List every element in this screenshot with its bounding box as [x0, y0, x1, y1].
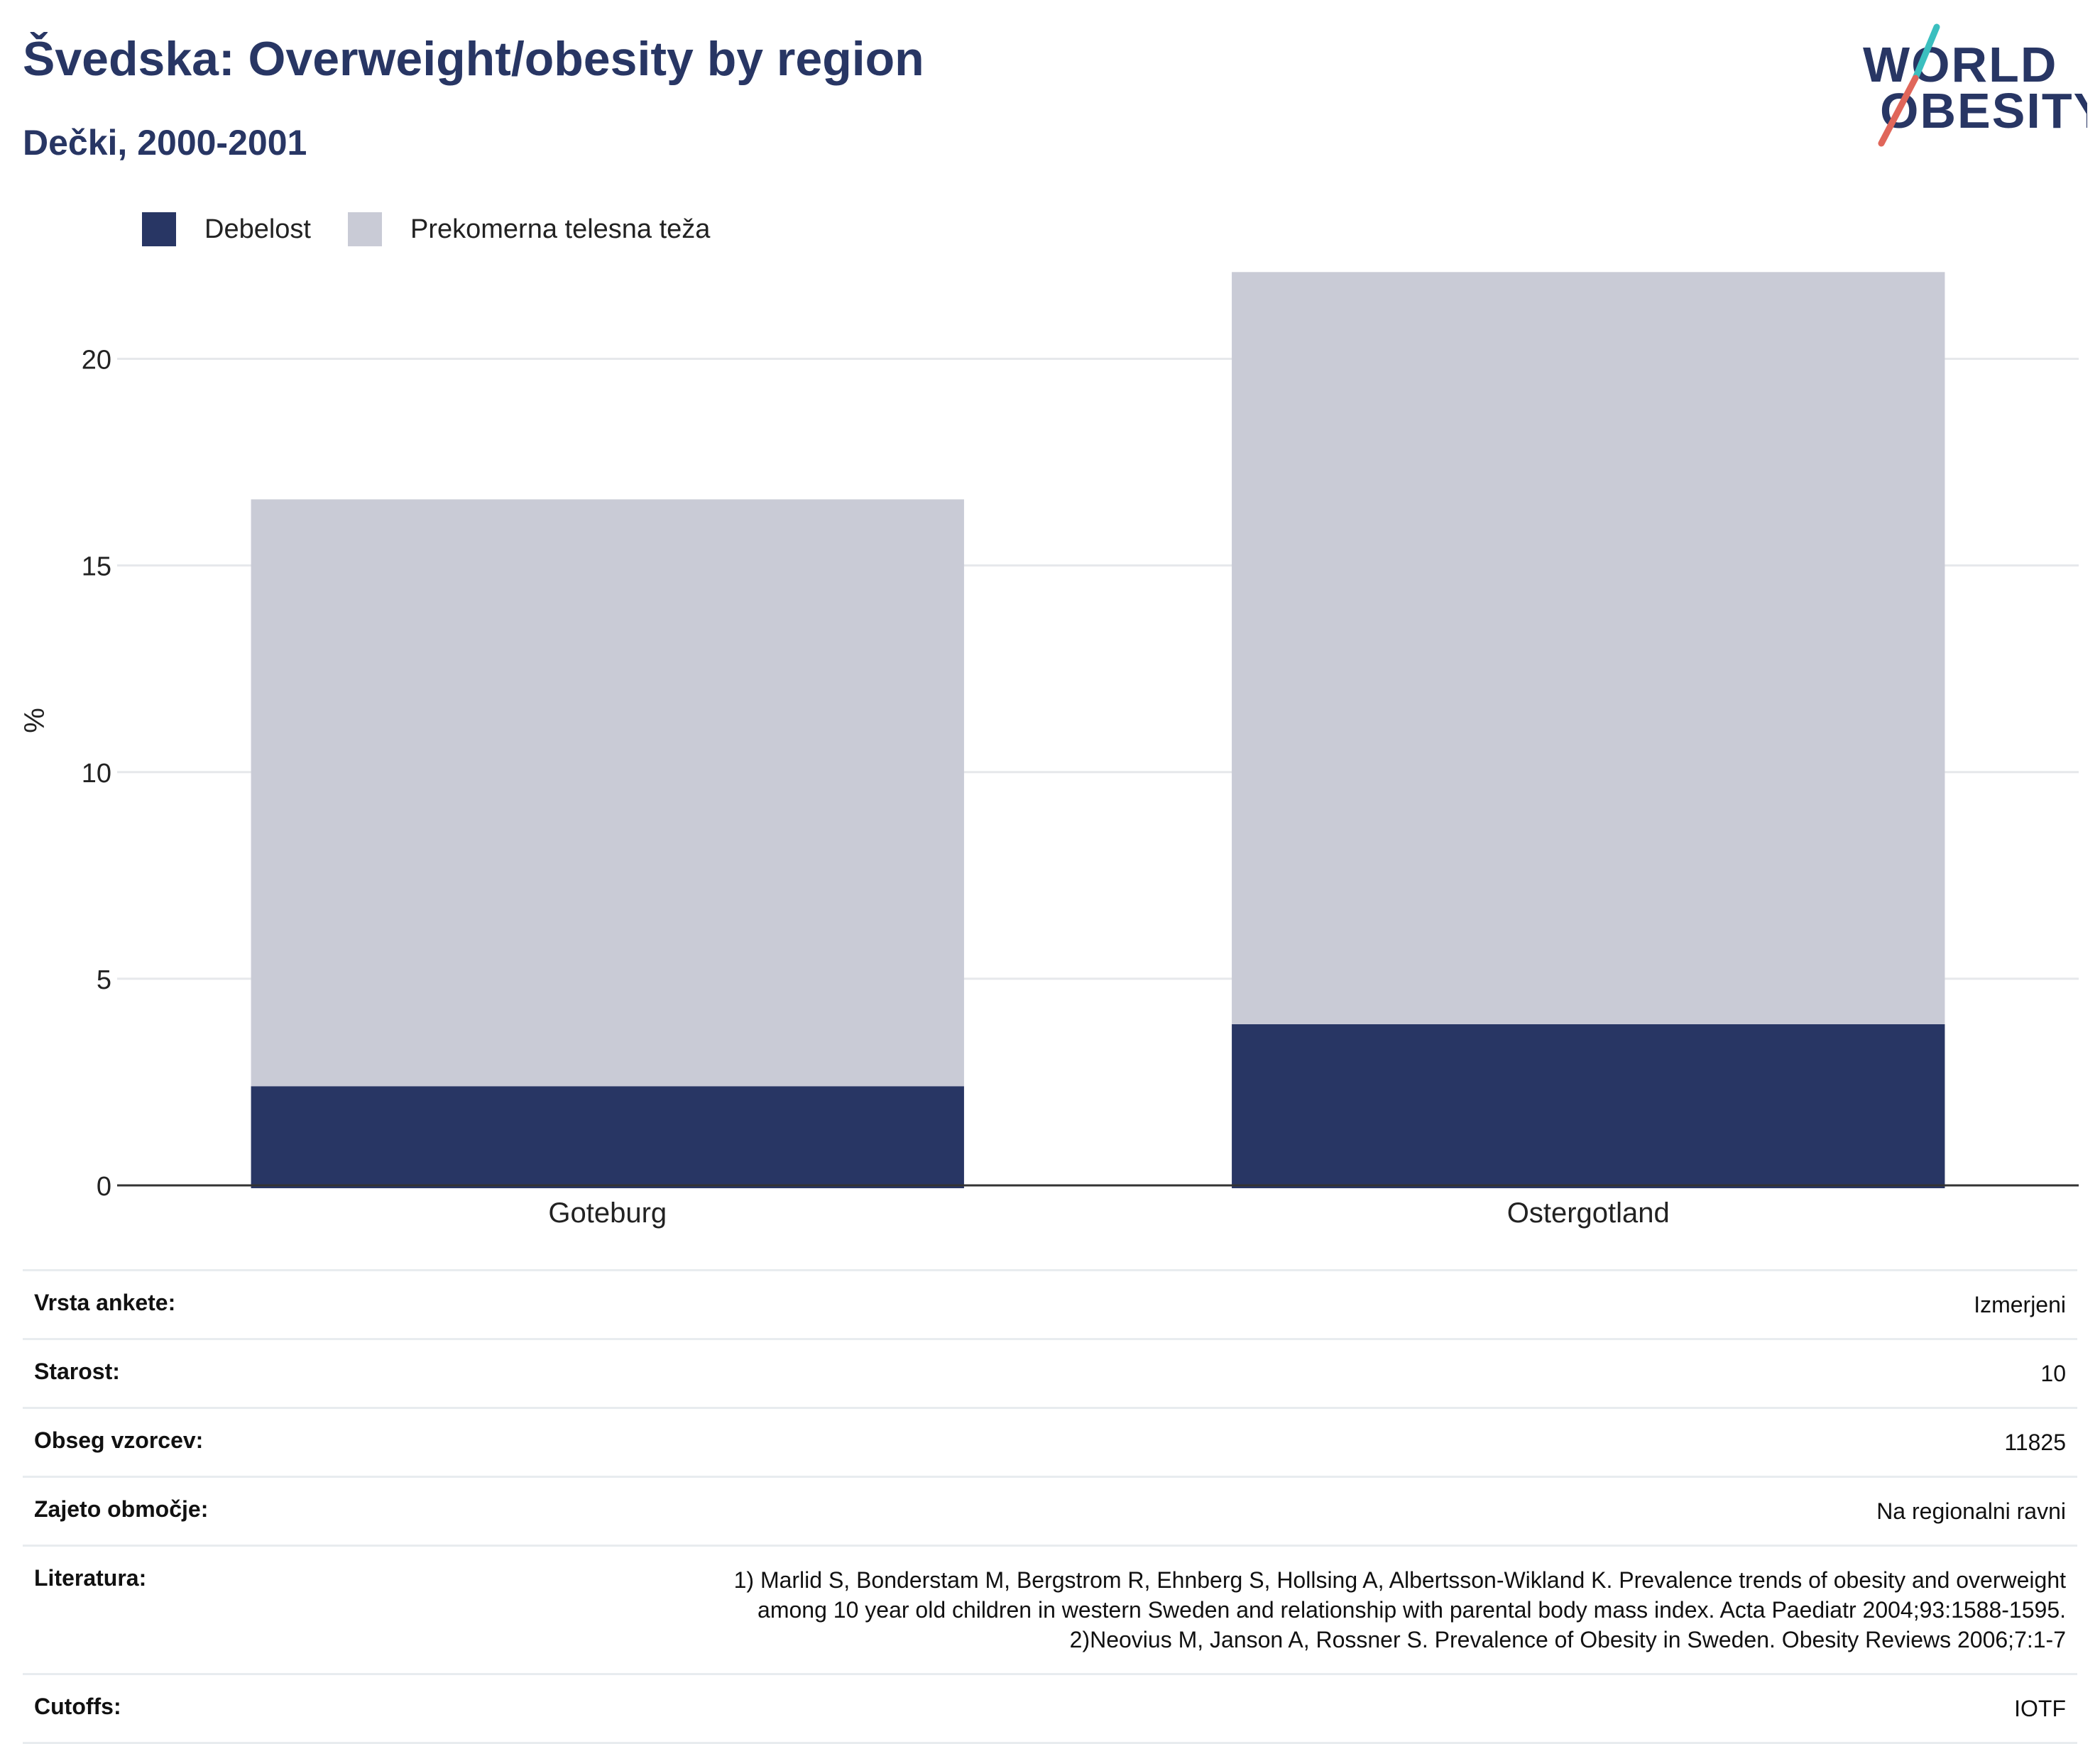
y-tick-label-10: 10 — [82, 759, 111, 789]
info-value: 11825 — [542, 1407, 2077, 1478]
legend-swatch-overweight — [347, 212, 382, 246]
legend-item-overweight[interactable]: Prekomerna telesna teža — [347, 212, 711, 246]
logo-slash-teal — [1912, 23, 1940, 82]
x-tick-label-goteburg: Goteburg — [548, 1197, 667, 1229]
world-obesity-logo: WORLD OBESITY — [1853, 21, 2100, 149]
info-value: Na regionalni ravni — [542, 1476, 2077, 1547]
page-subtitle: Dečki, 2000-2001 — [23, 123, 307, 163]
legend-label-overweight: Prekomerna telesna teža — [410, 214, 711, 244]
info-row: Cutoffs: IOTF — [23, 1673, 2077, 1744]
y-tick-label-5: 5 — [97, 965, 111, 995]
info-value: IOTF — [542, 1673, 2077, 1744]
info-value-line: 2)Neovius M, Janson A, Rossner S. Preval… — [1069, 1627, 2066, 1652]
legend-swatch-obesity — [142, 212, 176, 246]
info-value-line: among 10 year old children in western Sw… — [758, 1597, 2066, 1623]
bar-ostergotland-overweight — [1232, 272, 1945, 1024]
bar-ostergotland-obesity — [1232, 1024, 1945, 1188]
info-row: Vrsta ankete: Izmerjeni — [23, 1269, 2077, 1340]
info-key: Literatura: — [23, 1545, 542, 1675]
page-title: Švedska: Overweight/obesity by region — [23, 32, 924, 86]
stacked-bar-chart: 0 5 10 15 20% Goteburg Ostergotland — [19, 272, 2079, 1229]
y-axis-label: % — [19, 708, 50, 733]
info-key: Vrsta ankete: — [23, 1269, 542, 1340]
survey-info-table: Vrsta ankete: Izmerjeni Starost: 10 Obseg vz… — [23, 1269, 2077, 1744]
info-value-line: 1) Marlid S, Bonderstam M, Bergstrom R, … — [733, 1567, 2066, 1593]
info-key: Cutoffs: — [23, 1673, 542, 1744]
bar-goteburg-obesity — [251, 1086, 964, 1188]
info-value: Izmerjeni — [542, 1269, 2077, 1340]
info-value: 10 — [542, 1338, 2077, 1409]
legend-item-obesity[interactable]: Debelost — [142, 212, 311, 246]
info-row: Starost: 10 — [23, 1338, 2077, 1409]
x-tick-label-ostergotland: Ostergotland — [1507, 1197, 1670, 1229]
logo-slash-coral — [1878, 75, 1919, 147]
info-value: 1) Marlid S, Bonderstam M, Bergstrom R, … — [542, 1545, 2077, 1675]
logo-line1: WORLD — [1863, 37, 2057, 92]
chart-legend: Debelost Prekomerna telesna teža — [142, 212, 747, 247]
logo-line2: OBESITY — [1880, 83, 2087, 138]
bar-goteburg-overweight — [251, 499, 964, 1087]
info-row: Literatura: 1) Marlid S, Bonderstam M, Be… — [23, 1545, 2077, 1675]
info-row: Obseg vzorcev: 11825 — [23, 1407, 2077, 1478]
info-key: Starost: — [23, 1338, 542, 1409]
y-tick-label-20: 20 — [82, 346, 111, 375]
info-key: Obseg vzorcev: — [23, 1407, 542, 1478]
y-tick-label-15: 15 — [82, 552, 111, 582]
info-row: Zajeto območje: Na regionalni ravni — [23, 1476, 2077, 1547]
legend-label-obesity: Debelost — [204, 214, 311, 244]
y-tick-label-0: 0 — [97, 1172, 111, 1202]
info-key: Zajeto območje: — [23, 1476, 542, 1547]
